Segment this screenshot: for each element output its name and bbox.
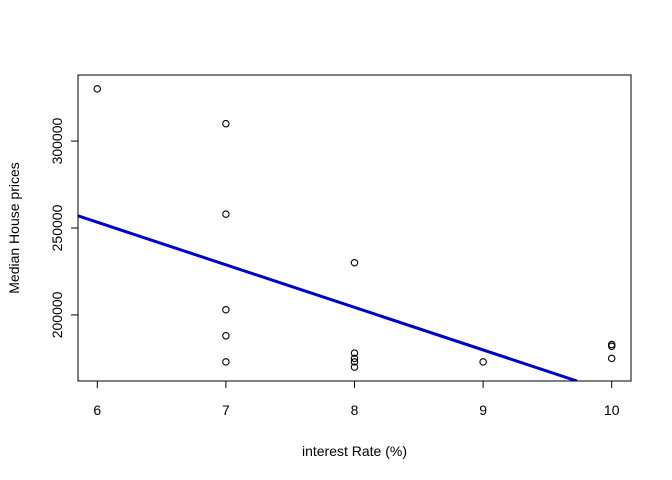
data-point bbox=[607, 342, 616, 350]
data-point bbox=[350, 259, 359, 267]
plot-frame bbox=[77, 74, 632, 382]
regression-line-layer bbox=[78, 214, 578, 381]
data-point bbox=[479, 358, 487, 366]
data-point bbox=[222, 332, 230, 340]
points-layer bbox=[93, 85, 616, 371]
data-point bbox=[222, 358, 230, 366]
data-point bbox=[350, 363, 359, 371]
x-tick-label: 6 bbox=[93, 402, 101, 418]
data-point bbox=[350, 349, 359, 357]
x-tick-label: 10 bbox=[604, 402, 620, 418]
x-tick-label: 7 bbox=[222, 402, 230, 418]
data-point bbox=[350, 358, 359, 366]
y-axis-title: Median House prices bbox=[6, 162, 22, 294]
y-tick-label: 250000 bbox=[49, 204, 65, 251]
regression-line bbox=[78, 214, 578, 381]
x-tick-label: 9 bbox=[479, 402, 487, 418]
data-point bbox=[607, 354, 616, 363]
y-tick-label: 300000 bbox=[49, 117, 65, 164]
x-axis-title: interest Rate (%) bbox=[302, 443, 407, 459]
data-point bbox=[222, 119, 230, 128]
tick-layer: 6 7 8 9 10 200000 250000 300000 bbox=[49, 117, 620, 418]
x-tick-label: 8 bbox=[351, 402, 359, 418]
data-point bbox=[222, 305, 230, 314]
data-point bbox=[93, 85, 102, 93]
data-point bbox=[222, 210, 230, 218]
data-point bbox=[350, 354, 359, 363]
y-tick-label: 200000 bbox=[49, 291, 65, 338]
